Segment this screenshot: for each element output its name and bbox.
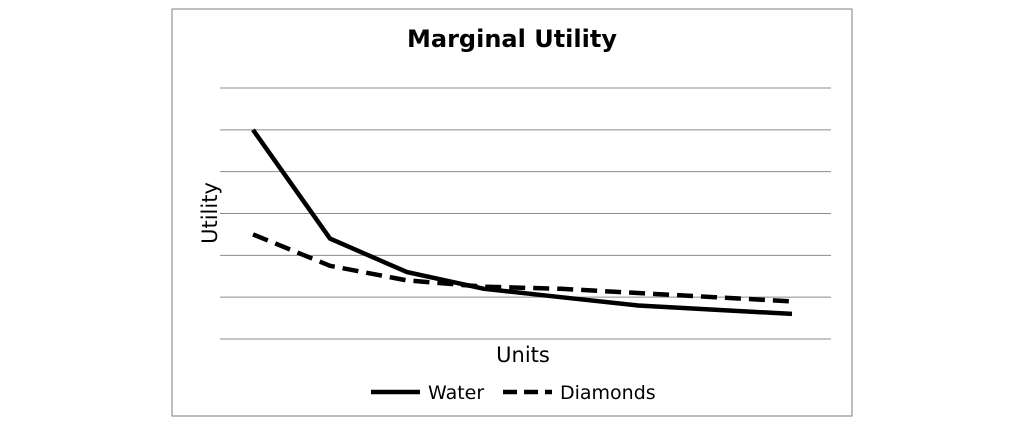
chart-title: Marginal Utility (407, 25, 617, 53)
series-line-water (251, 128, 793, 317)
y-axis-label: Utility (198, 182, 222, 244)
legend-label-water: Water (428, 382, 484, 404)
legend: Water Diamonds (371, 382, 656, 404)
chart-frame (171, 8, 853, 417)
x-axis-label: Units (496, 343, 550, 367)
series-line-diamonds (252, 232, 793, 304)
legend-label-diamonds: Diamonds (560, 382, 656, 404)
series-layer (251, 128, 793, 317)
